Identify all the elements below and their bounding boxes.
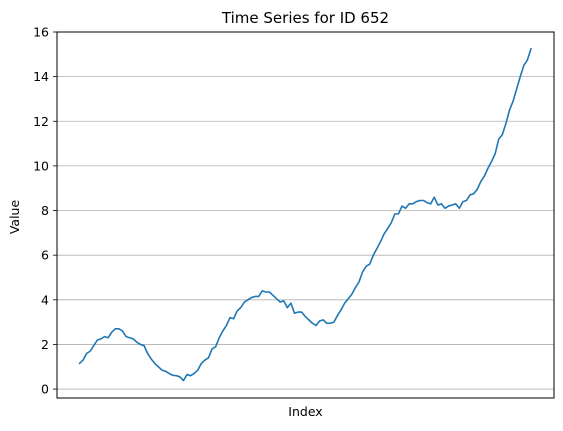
- x-axis-label: Index: [288, 404, 322, 419]
- y-tick-label: 10: [33, 158, 49, 173]
- y-gridlines: [57, 31, 554, 390]
- y-tick-label: 16: [33, 25, 49, 40]
- plot-frame: [56, 31, 555, 399]
- y-tick-label: 4: [41, 292, 49, 307]
- y-tick-label: 6: [41, 248, 49, 263]
- y-tick-label: 0: [41, 382, 49, 397]
- y-tick-label: 2: [41, 337, 49, 352]
- y-tick-label: 8: [41, 203, 49, 218]
- y-axis-ticks: 0 2 4 6 8 10 12 14 16: [33, 25, 57, 397]
- y-tick-label: 14: [33, 69, 49, 84]
- y-axis-label: Value: [7, 200, 22, 235]
- series-line-0: [78, 47, 532, 382]
- series-group: [78, 47, 532, 382]
- chart-title: Time Series for ID 652: [221, 9, 389, 27]
- y-tick-label: 12: [33, 114, 49, 129]
